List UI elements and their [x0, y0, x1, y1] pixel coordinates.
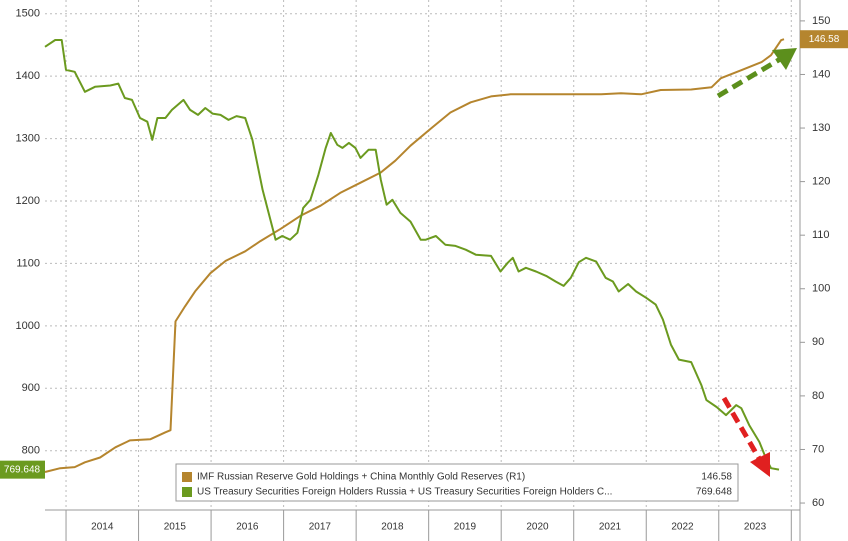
series-line: [44, 38, 785, 473]
x-tick-label: 2023: [744, 522, 767, 533]
y-tick-label: 1300: [16, 132, 40, 144]
y-tick-label: 800: [22, 445, 40, 457]
x-tick-label: 2017: [309, 522, 332, 533]
y-tick-label: 1200: [16, 195, 40, 207]
x-tick-label: 2018: [381, 522, 404, 533]
legend-label: IMF Russian Reserve Gold Holdings + Chin…: [197, 472, 525, 483]
x-tick-label: 2015: [164, 522, 187, 533]
legend-swatch: [182, 472, 192, 482]
last-value-label: 769.648: [4, 464, 41, 475]
y2-tick-label: 110: [812, 229, 830, 241]
arrows: [716, 48, 797, 477]
y-tick-label: 900: [22, 382, 40, 394]
y2-tick-label: 80: [812, 390, 824, 402]
legend-value: 769.648: [696, 487, 733, 498]
x-tick-label: 2020: [526, 522, 549, 533]
last-value-tag: [800, 30, 848, 49]
x-tick-label: 2014: [91, 522, 114, 533]
green-arrow-head: [772, 48, 797, 70]
last-value-tag: [0, 460, 45, 479]
legend-value: 146.58: [701, 472, 732, 483]
green-arrow: [716, 55, 784, 99]
series-line: [44, 39, 780, 471]
y2-tick-label: 150: [812, 15, 830, 27]
y-tick-label: 1100: [16, 257, 40, 269]
x-tick-label: 2022: [671, 522, 694, 533]
y2-tick-label: 140: [812, 68, 830, 80]
y-tick-label: 1000: [16, 320, 40, 332]
y-tick-label: 1400: [16, 70, 40, 82]
y2-tick-label: 60: [812, 497, 824, 509]
legend-swatch: [182, 487, 192, 497]
grid: 800 900 1000 1100 1200 1300 1400 1500 60 70 80 90 10…: [16, 0, 830, 541]
y2-tick-label: 130: [812, 122, 830, 134]
y2-tick-label: 120: [812, 176, 830, 188]
x-tick-label: 2016: [236, 522, 259, 533]
last-value-label: 146.58: [809, 34, 840, 45]
legend: IMF Russian Reserve Gold Holdings + Chin…: [175, 463, 739, 502]
y2-tick-label: 70: [812, 443, 824, 455]
lines: [44, 38, 785, 473]
red-arrow-head: [750, 452, 770, 477]
legend-label: US Treasury Securities Foreign Holders R…: [197, 487, 612, 498]
y2-tick-label: 90: [812, 336, 824, 348]
y2-tick-label: 100: [812, 283, 830, 295]
last-value-tags: 146.58 769.648: [0, 30, 848, 479]
red-arrow: [721, 396, 763, 462]
legend-box: [175, 463, 739, 502]
x-tick-label: 2019: [454, 522, 477, 533]
y-tick-label: 1500: [16, 8, 40, 20]
x-tick-label: 2021: [599, 522, 622, 533]
